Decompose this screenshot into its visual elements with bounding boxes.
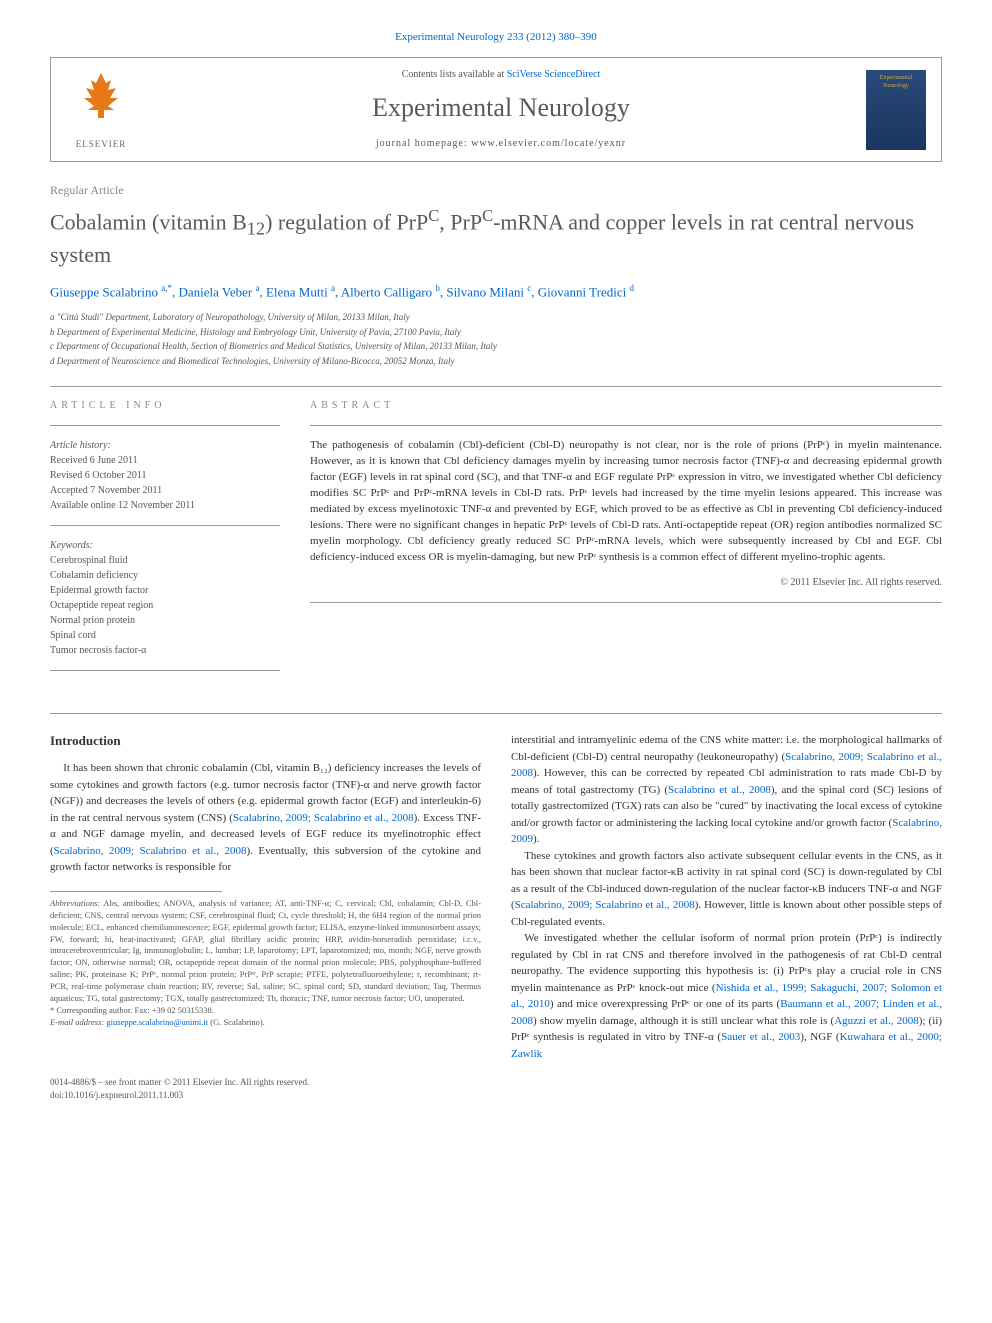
abstract-copyright: © 2011 Elsevier Inc. All rights reserved… — [310, 576, 942, 590]
keyword: Cobalamin deficiency — [50, 568, 280, 583]
doi-label: doi: — [50, 1090, 64, 1100]
author-link[interactable]: , Alberto Calligaro — [335, 284, 435, 299]
abstract-col: ABSTRACT The pathogenesis of cobalamin (… — [310, 399, 942, 683]
email-footnote: E-mail address: giuseppe.scalabrino@unim… — [50, 1017, 481, 1029]
keyword: Octapeptide repeat region — [50, 598, 280, 613]
title-sup: C — [428, 206, 439, 225]
revised-date: Revised 6 October 2011 — [50, 468, 280, 483]
abstract-text: The pathogenesis of cobalamin (Cbl)-defi… — [310, 438, 942, 566]
citation-link[interactable]: Scalabrino, 2009; Scalabrino et al., 200… — [54, 845, 247, 857]
received-date: Received 6 June 2011 — [50, 453, 280, 468]
elsevier-logo: ELSEVIER — [66, 70, 136, 150]
affiliation-a: a "Città Studi" Department, Laboratory o… — [50, 311, 942, 325]
page-footer: 0014-4886/$ – see front matter © 2011 El… — [50, 1076, 942, 1101]
divider — [50, 670, 280, 671]
article-info-col: ARTICLE INFO Article history: Received 6… — [50, 399, 280, 683]
body-text-run: ). — [533, 833, 539, 845]
body-text-run: ) show myelin damage, although it is sti… — [533, 1015, 834, 1027]
email-link[interactable]: giuseppe.scalabrino@unimi.it — [106, 1017, 208, 1027]
contents-line: Contents lists available at SciVerse Sci… — [136, 68, 866, 82]
body-text-run: ), NGF ( — [800, 1031, 839, 1043]
front-matter: 0014-4886/$ – see front matter © 2011 El… — [50, 1076, 309, 1089]
title-part: , PrP — [439, 209, 482, 234]
divider — [310, 425, 942, 426]
right-column: interstitial and intramyelinic edema of … — [511, 732, 942, 1062]
introduction-heading: Introduction — [50, 732, 481, 750]
body-paragraph: It has been shown that chronic cobalamin… — [50, 760, 481, 876]
article-history: Article history: Received 6 June 2011 Re… — [50, 438, 280, 513]
article-title: Cobalamin (vitamin B12) regulation of Pr… — [50, 205, 942, 270]
citation-link[interactable]: Scalabrino, 2009; Scalabrino et al., 200… — [233, 812, 414, 824]
email-suffix: (G. Scalabrino). — [208, 1017, 265, 1027]
abstract-header: ABSTRACT — [310, 399, 942, 413]
keywords-block: Keywords: Cerebrospinal fluid Cobalamin … — [50, 538, 280, 658]
title-sup: C — [482, 206, 493, 225]
body-text-run: ) and mice overexpressing PrPᶜ or one of… — [550, 998, 780, 1010]
body-paragraph: interstitial and intramyelinic edema of … — [511, 732, 942, 848]
header-center: Contents lists available at SciVerse Sci… — [136, 68, 866, 150]
left-column: Introduction It has been shown that chro… — [50, 732, 481, 1062]
article-type: Regular Article — [50, 182, 942, 199]
history-label: Article history: — [50, 438, 280, 453]
keyword: Normal prion protein — [50, 613, 280, 628]
journal-cover-text: Experimental Neurology — [870, 74, 922, 91]
author-link[interactable]: , Silvano Milani — [440, 284, 527, 299]
affiliation-d: d Department of Neuroscience and Biomedi… — [50, 355, 942, 369]
contents-prefix: Contents lists available at — [402, 69, 507, 80]
divider — [50, 525, 280, 526]
title-sub: 12 — [247, 218, 265, 238]
keywords-list: Cerebrospinal fluid Cobalamin deficiency… — [50, 553, 280, 658]
author-link[interactable]: , Daniela Veber — [172, 284, 256, 299]
info-abstract-row: ARTICLE INFO Article history: Received 6… — [50, 399, 942, 683]
keyword: Cerebrospinal fluid — [50, 553, 280, 568]
citation-link[interactable]: Scalabrino et al., 2008 — [668, 784, 771, 796]
author-link[interactable]: Giuseppe Scalabrino — [50, 284, 161, 299]
journal-title: Experimental Neurology — [136, 90, 866, 126]
journal-cover-thumbnail: Experimental Neurology — [866, 70, 926, 150]
doi-link[interactable]: 10.1016/j.expneurol.2011.11.003 — [64, 1090, 183, 1100]
keywords-label: Keywords: — [50, 538, 280, 553]
homepage-line: journal homepage: www.elsevier.com/locat… — [136, 137, 866, 151]
sciencedirect-link[interactable]: SciVerse ScienceDirect — [507, 69, 601, 80]
full-divider — [50, 713, 942, 714]
keyword: Tumor necrosis factor-α — [50, 643, 280, 658]
affiliations: a "Città Studi" Department, Laboratory o… — [50, 311, 942, 368]
article-info-header: ARTICLE INFO — [50, 399, 280, 413]
affiliation-b: b Department of Experimental Medicine, H… — [50, 326, 942, 340]
online-date: Available online 12 November 2011 — [50, 498, 280, 513]
elsevier-tree-icon — [76, 68, 126, 138]
journal-citation: Experimental Neurology 233 (2012) 380–39… — [50, 30, 942, 45]
keyword: Epidermal growth factor — [50, 583, 280, 598]
footer-left: 0014-4886/$ – see front matter © 2011 El… — [50, 1076, 309, 1101]
abbrev-label: Abbreviations: — [50, 898, 100, 908]
footnote-divider — [50, 891, 222, 892]
affiliation-c: c Department of Occupational Health, Sec… — [50, 340, 942, 354]
abbrev-text: Abs, antibodies; ANOVA, analysis of vari… — [50, 898, 481, 1003]
journal-header-box: ELSEVIER Contents lists available at Sci… — [50, 57, 942, 161]
accepted-date: Accepted 7 November 2011 — [50, 483, 280, 498]
doi-line: doi:10.1016/j.expneurol.2011.11.003 — [50, 1089, 309, 1102]
divider — [50, 425, 280, 426]
title-part: ) regulation of PrP — [265, 209, 428, 234]
journal-citation-link[interactable]: Experimental Neurology 233 (2012) 380–39… — [395, 31, 597, 43]
corresponding-footnote: * Corresponding author. Fax: +39 02 5031… — [50, 1005, 481, 1017]
authors-line: Giuseppe Scalabrino a,*, Daniela Veber a… — [50, 282, 942, 302]
divider — [310, 602, 942, 603]
abbreviations-footnote: Abbreviations: Abs, antibodies; ANOVA, a… — [50, 898, 481, 1005]
affiliation-ref[interactable]: d — [629, 283, 634, 293]
keyword: Spinal cord — [50, 628, 280, 643]
divider — [50, 386, 942, 387]
title-part: Cobalamin (vitamin B — [50, 209, 247, 234]
elsevier-text: ELSEVIER — [76, 138, 127, 151]
email-label: E-mail address: — [50, 1017, 106, 1027]
citation-link[interactable]: Sauer et al., 2003 — [721, 1031, 800, 1043]
citation-link[interactable]: Aguzzi et al., 2008 — [834, 1015, 919, 1027]
body-columns: Introduction It has been shown that chro… — [50, 732, 942, 1062]
body-paragraph: These cytokines and growth factors also … — [511, 848, 942, 931]
author-link[interactable]: , Elena Mutti — [259, 284, 331, 299]
citation-link[interactable]: Scalabrino, 2009; Scalabrino et al., 200… — [515, 899, 695, 911]
author-link[interactable]: , Giovanni Tredici — [531, 284, 629, 299]
body-paragraph: We investigated whether the cellular iso… — [511, 930, 942, 1062]
